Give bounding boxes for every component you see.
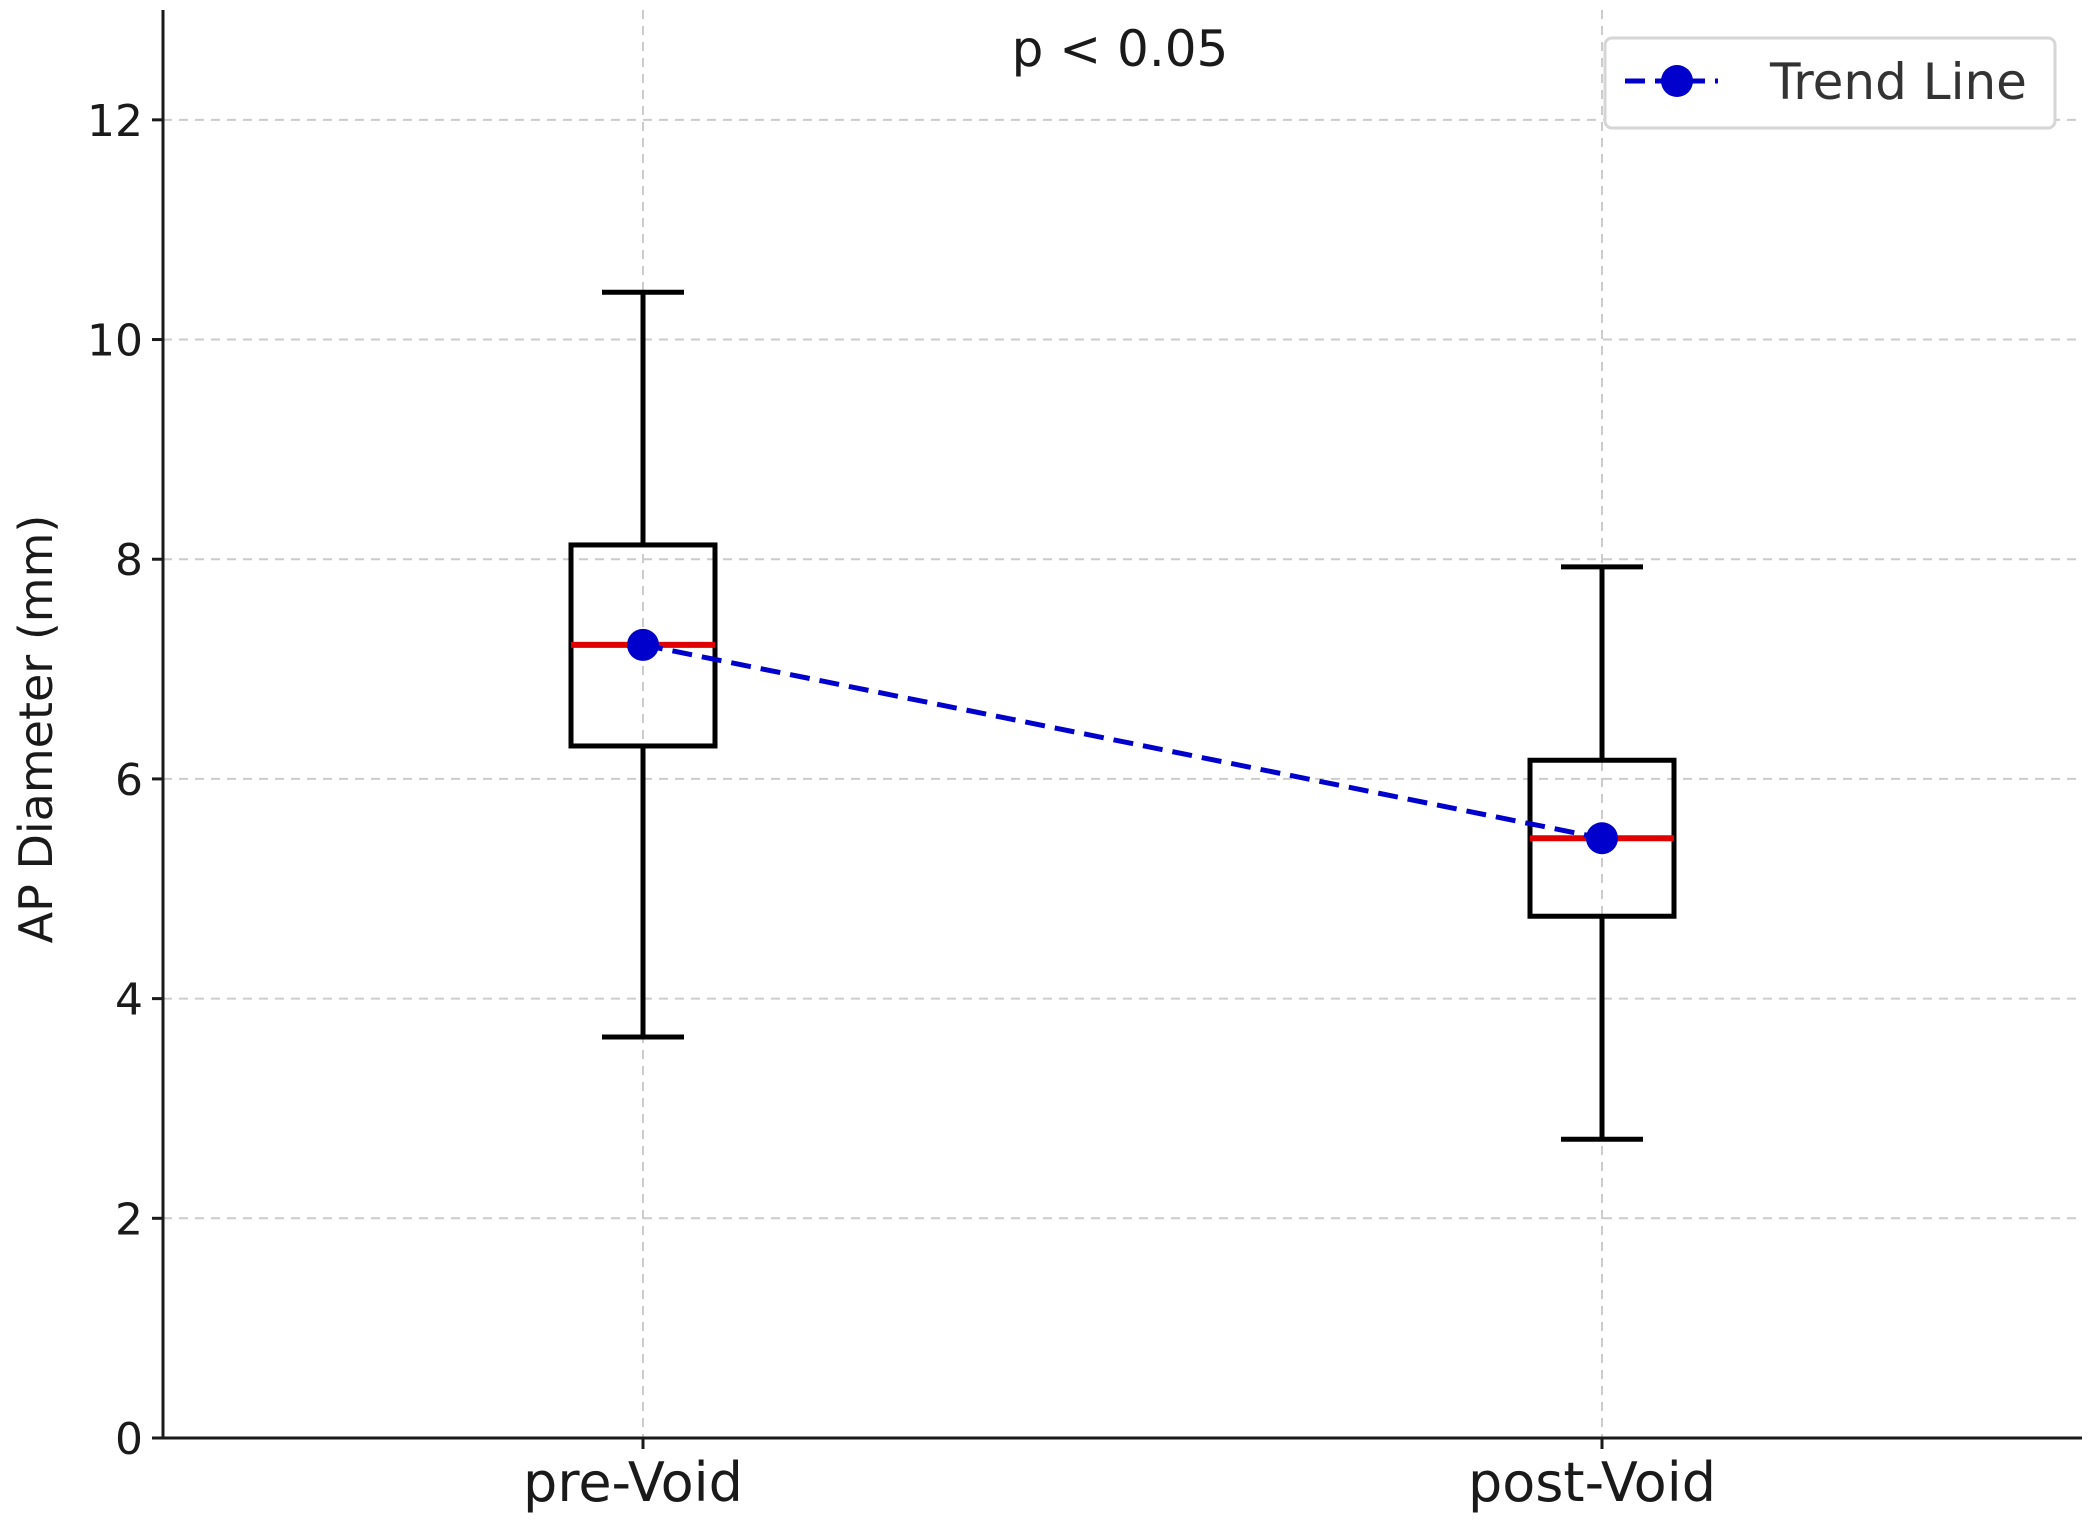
x-ticks: pre-Void post-Void bbox=[523, 1438, 1716, 1514]
grid bbox=[163, 10, 2082, 1438]
trend-point bbox=[1586, 822, 1618, 855]
legend-label-trend-line: Trend Line bbox=[1769, 53, 2027, 111]
trend-series bbox=[627, 628, 1618, 855]
legend-frame bbox=[1603, 36, 2057, 130]
legend-marker-sample bbox=[1661, 65, 1693, 97]
trend-line bbox=[642, 642, 1603, 841]
y-tick-label: 0 bbox=[115, 1414, 143, 1465]
y-axis-title: AP Diameter (mm) bbox=[9, 515, 63, 944]
y-tick-label: 4 bbox=[115, 975, 143, 1026]
legend: Trend Line bbox=[1603, 36, 2057, 130]
y-tick-label: 2 bbox=[115, 1194, 143, 1245]
box-pre-void bbox=[568, 289, 718, 1040]
x-tick-label: pre-Void bbox=[523, 1451, 743, 1514]
trend-point bbox=[627, 628, 659, 661]
y-tick-label: 12 bbox=[87, 96, 143, 147]
box-plots bbox=[568, 289, 1677, 1142]
y-ticks: 0 2 4 6 8 10 12 bbox=[87, 96, 163, 1465]
y-tick-label: 8 bbox=[115, 535, 143, 586]
y-tick-label: 10 bbox=[87, 316, 143, 367]
y-tick-label: 6 bbox=[115, 755, 143, 806]
p-value-annotation: p < 0.05 bbox=[1012, 20, 1229, 78]
axes bbox=[161, 10, 2082, 1440]
x-tick-label: post-Void bbox=[1468, 1451, 1716, 1514]
